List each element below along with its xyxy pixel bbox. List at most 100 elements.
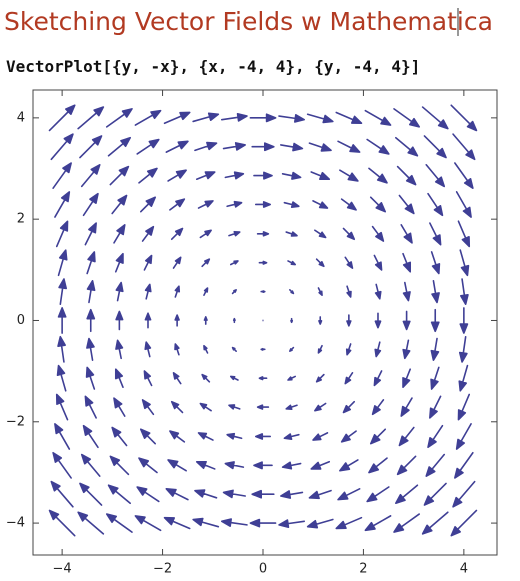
vector-arrow xyxy=(395,484,419,505)
vector-arrow xyxy=(402,368,412,389)
vector-arrow xyxy=(134,515,162,532)
vector-arrow xyxy=(143,254,153,271)
vector-arrow xyxy=(306,113,334,124)
plot-frame xyxy=(32,89,498,556)
vector-arrow xyxy=(254,433,272,440)
vector-arrow xyxy=(136,138,160,155)
vector-arrow xyxy=(396,165,417,186)
vector-arrow xyxy=(423,482,447,506)
vector-arrow xyxy=(163,111,191,125)
vector-arrow xyxy=(342,400,356,414)
vector-arrow xyxy=(226,432,243,440)
vector-arrow xyxy=(337,140,361,153)
vector-arrow xyxy=(141,399,155,416)
vector-arrow xyxy=(167,459,187,472)
vector-arrow xyxy=(290,317,294,324)
vector-arrow xyxy=(136,486,160,503)
vector-arrow xyxy=(79,135,103,159)
vector-arrow xyxy=(458,335,468,363)
vector-arrow xyxy=(143,370,153,387)
vector-arrow xyxy=(203,287,209,296)
x-tick-label: 0 xyxy=(259,562,267,577)
vector-arrow xyxy=(194,489,218,499)
vector-arrow xyxy=(251,489,275,499)
vector-arrow xyxy=(368,167,388,184)
vector-arrow xyxy=(174,343,180,356)
vector-arrow xyxy=(280,490,304,499)
vector-arrow xyxy=(169,430,186,443)
vector-arrow xyxy=(454,451,474,479)
y-tick-label: −4 xyxy=(6,516,25,531)
vector-arrow xyxy=(249,518,277,528)
y-tick-label: −2 xyxy=(6,414,25,429)
vector-arrow xyxy=(115,339,124,360)
vector-arrow xyxy=(170,227,184,241)
x-tick-label: −4 xyxy=(53,562,72,577)
vector-arrow xyxy=(58,278,68,306)
vector-arrow xyxy=(231,289,237,295)
vector-arrow xyxy=(430,251,441,275)
vector-arrow xyxy=(312,432,329,441)
vector-arrow xyxy=(346,314,352,327)
vector-arrow xyxy=(258,260,268,265)
vector-arrow xyxy=(395,136,419,157)
vector-arrow xyxy=(82,424,99,449)
y-tick-label: 0 xyxy=(17,313,25,328)
vector-arrow xyxy=(77,106,105,130)
vector-arrow xyxy=(86,279,96,304)
vector-arrow xyxy=(371,399,385,416)
vector-arrow xyxy=(114,368,124,389)
vector-arrow xyxy=(400,397,413,417)
vector-arrow xyxy=(258,376,268,381)
vector-arrow xyxy=(460,278,469,306)
vector-arrow xyxy=(253,461,273,470)
vector-arrow xyxy=(310,460,331,470)
vector-arrow xyxy=(310,171,331,181)
vector-arrow xyxy=(232,317,236,324)
vector-arrow xyxy=(56,364,67,392)
vector-arrow xyxy=(203,344,209,354)
vector-arrow xyxy=(224,461,245,470)
vector-arrow xyxy=(105,108,133,128)
cell-title: Sketching Vector Fields w Mathematica xyxy=(4,7,493,36)
vector-arrow xyxy=(144,341,152,358)
vector-arrow xyxy=(373,254,383,271)
vector-arrow xyxy=(425,453,446,477)
vector-arrow xyxy=(228,230,241,237)
vector-arrow xyxy=(425,164,446,188)
vector-arrow xyxy=(111,194,128,215)
vector-arrow xyxy=(115,281,124,302)
vector-arrow xyxy=(163,516,191,530)
vector-arrow xyxy=(174,314,180,327)
vector-arrow xyxy=(222,489,246,499)
vector-arrow xyxy=(366,138,390,155)
vector-arrow xyxy=(314,229,327,239)
vector-arrow xyxy=(144,283,152,300)
vector-arrow xyxy=(369,196,387,213)
vector-arrow xyxy=(192,112,220,123)
vector-arrow xyxy=(308,489,332,500)
vector-arrow xyxy=(317,344,323,354)
vector-arrow xyxy=(48,104,76,132)
vector-arrow xyxy=(283,201,300,209)
vector-arrow xyxy=(402,339,411,360)
vector-arrow xyxy=(55,220,69,248)
vector-arrow xyxy=(139,196,157,213)
vector-arrow xyxy=(107,484,131,505)
vector-arrow xyxy=(115,310,124,331)
vector-arrow xyxy=(260,290,266,294)
vector-arrow xyxy=(192,517,220,528)
vector-arrow xyxy=(199,229,212,239)
vector-arrow xyxy=(165,140,189,153)
vector-arrow xyxy=(402,252,412,273)
vector-arrow xyxy=(57,307,67,334)
y-tick-label: 2 xyxy=(17,212,25,227)
vector-arrow xyxy=(251,142,275,152)
vector-arrow xyxy=(429,222,442,246)
vector-arrow xyxy=(231,346,237,352)
vector-arrow xyxy=(315,373,325,383)
vector-arrow xyxy=(54,423,71,450)
vector-arrow xyxy=(141,225,155,242)
vector-arrow xyxy=(256,404,270,410)
